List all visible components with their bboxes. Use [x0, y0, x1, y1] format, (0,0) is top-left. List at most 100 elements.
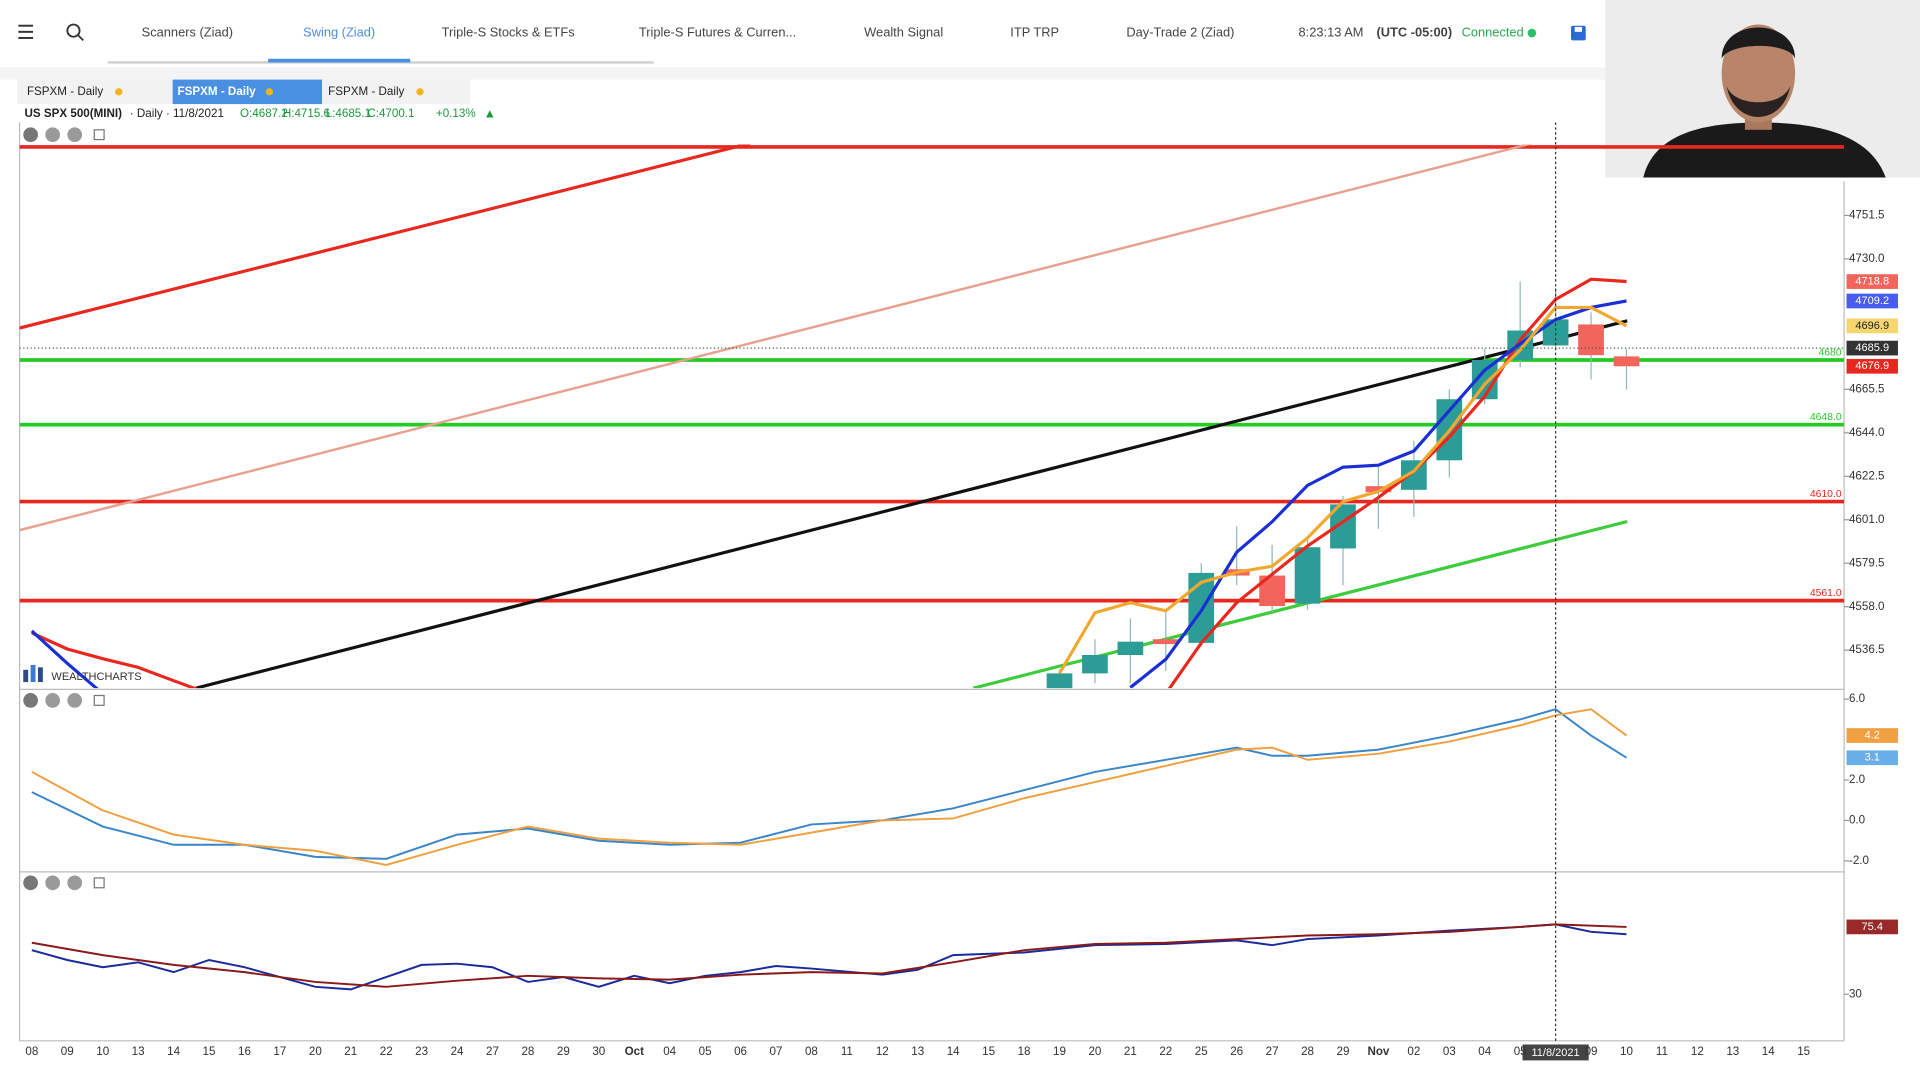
toolbar-tab[interactable]: Scanners (Ziad)	[142, 24, 233, 39]
x-tick-label: 15	[203, 1045, 216, 1058]
x-tick-label: 03	[1443, 1045, 1456, 1058]
pane-control[interactable]	[45, 693, 60, 708]
y-tick-label: 4665.5	[1849, 382, 1885, 395]
x-tick-label: 11	[841, 1045, 853, 1058]
timezone: (UTC -05:00)	[1376, 24, 1452, 39]
value-tag-label: 75.4	[1862, 921, 1883, 933]
price-tag	[1846, 274, 1898, 289]
chart-tab[interactable]: FSPXM - Daily	[328, 85, 404, 98]
x-tick-label: 09	[1585, 1045, 1598, 1058]
x-tick-label: 21	[1124, 1045, 1137, 1058]
x-tick-label: 28	[521, 1045, 534, 1058]
active-tab-underline	[268, 58, 411, 63]
toolbar-tab[interactable]: Wealth Signal	[864, 24, 943, 39]
x-tick-label: 20	[1088, 1045, 1101, 1058]
value-tag	[1846, 919, 1898, 935]
indicator-line	[195, 319, 1628, 689]
pane-control[interactable]	[23, 693, 38, 708]
toolbar	[0, 0, 1920, 64]
cursor-label-bg	[1522, 1044, 1589, 1061]
x-tick-label: 05	[1514, 1045, 1527, 1058]
candle-body	[1613, 356, 1640, 367]
candle-body	[1152, 639, 1179, 645]
x-tick-label: 11	[1656, 1045, 1668, 1058]
x-tick-label: 27	[1266, 1045, 1279, 1058]
active-chart-tab	[172, 79, 323, 105]
chart-tab-dot	[265, 88, 274, 96]
price-tag	[1846, 318, 1898, 334]
pane-control[interactable]	[45, 127, 60, 143]
y-tick-label: 4644.0	[1849, 426, 1885, 439]
toolbar-tab[interactable]: Day-Trade 2 (Ziad)	[1126, 24, 1234, 39]
pane-expand[interactable]	[93, 694, 105, 706]
x-tick-label: 16	[238, 1045, 251, 1058]
connection-status: Connected	[1462, 24, 1524, 39]
chart-tab[interactable]: FSPXM - Daily	[27, 85, 103, 98]
x-tick-label: 25	[1195, 1045, 1208, 1058]
candle-body	[1294, 547, 1321, 604]
pane-control[interactable]	[23, 127, 38, 143]
chart-tab-dot	[115, 88, 123, 96]
x-tick-label: 15	[1797, 1045, 1810, 1058]
pane-control[interactable]	[23, 875, 38, 891]
search-icon[interactable]	[66, 23, 84, 42]
y-tick-label: 0.0	[1849, 814, 1866, 827]
x-tick-label: 09	[61, 1045, 74, 1058]
x-tick-label: 29	[557, 1045, 570, 1058]
indicator-line	[31, 277, 1627, 689]
price-tag-label: 4685.9	[1855, 342, 1889, 354]
x-tick-label: 10	[96, 1045, 109, 1058]
x-tick-label: 12	[1691, 1045, 1704, 1058]
x-tick-label: 17	[273, 1045, 286, 1058]
indicator-line	[19, 144, 1533, 532]
candle-body	[1365, 486, 1392, 493]
x-tick-label: 05	[699, 1045, 712, 1058]
pane-control[interactable]	[67, 127, 83, 143]
indicator-line	[972, 519, 1628, 689]
y-tick-label: 4579.5	[1849, 556, 1885, 569]
chart-tab[interactable]: FSPXM - Daily	[178, 85, 257, 98]
cursor-label: 11/8/2021	[1532, 1047, 1580, 1059]
x-tick-label: 19	[1053, 1045, 1066, 1058]
pane-control[interactable]	[67, 693, 83, 708]
candle-body	[1082, 655, 1108, 674]
clock: 8:23:13 AM	[1299, 24, 1364, 39]
level-label: 4561.0	[1810, 588, 1842, 599]
y-tick-label: 4536.5	[1849, 643, 1885, 656]
x-tick-label: 13	[132, 1045, 145, 1058]
indicator-line	[31, 923, 1627, 988]
pane-expand[interactable]	[93, 877, 105, 889]
y-tick-label: 30	[1849, 987, 1862, 1000]
save-icon[interactable]	[1571, 25, 1586, 41]
pane-expand[interactable]	[93, 129, 105, 141]
pane-control[interactable]	[67, 875, 83, 891]
x-tick-label: 13	[1726, 1045, 1739, 1058]
y-tick-label: 2.0	[1849, 773, 1866, 786]
toolbar-tab[interactable]: ITP TRP	[1010, 24, 1059, 39]
indicator-line	[31, 708, 1628, 860]
x-tick-label: 30	[592, 1045, 605, 1058]
pane-control[interactable]	[45, 875, 60, 891]
indicator-line	[19, 144, 752, 330]
x-tick-label: 02	[1407, 1045, 1420, 1058]
price-tag-label: 4709.2	[1855, 295, 1889, 307]
price-tag	[1846, 358, 1898, 374]
toolbar-tab[interactable]: Triple-S Stocks & ETFs	[442, 24, 575, 39]
toolbar-tab[interactable]: Swing (Ziad)	[303, 24, 375, 39]
webcam-overlay	[1605, 0, 1920, 178]
y-tick-label: -2.0	[1849, 854, 1870, 867]
x-tick-label: 22	[1159, 1045, 1172, 1058]
interval: · Daily · 11/8/2021	[130, 107, 224, 120]
x-tick-label: 24	[451, 1045, 464, 1058]
x-tick-label: 04	[663, 1045, 676, 1058]
level-label: 4648.0	[1810, 412, 1842, 423]
x-tick-label: 14	[1762, 1045, 1775, 1058]
menu-icon[interactable]	[18, 24, 34, 39]
symbol: US SPX 500(MINI)	[24, 107, 122, 120]
value-tag	[1846, 750, 1898, 766]
y-tick-label: 4558.0	[1849, 600, 1885, 613]
toolbar-tab[interactable]: Triple-S Futures & Curren...	[639, 24, 796, 39]
x-tick-label: Oct	[625, 1045, 645, 1058]
